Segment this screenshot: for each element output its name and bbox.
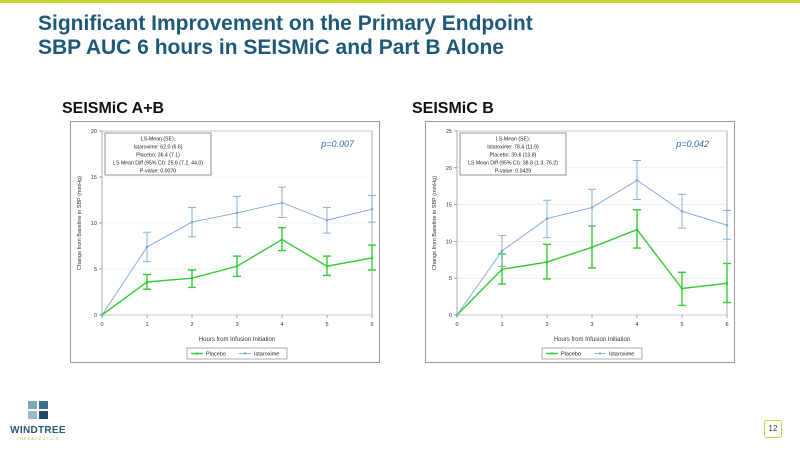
data-point (725, 282, 729, 285)
legend-label: Placebo (561, 352, 581, 358)
data-point (370, 256, 374, 260)
legend-marker (598, 352, 602, 355)
x-tick-label: 1 (145, 322, 148, 328)
y-tick-label: 5 (449, 276, 452, 282)
data-point (235, 211, 239, 215)
legend-marker (550, 352, 554, 355)
windtree-logo: WINDTREE THERAPEUTICS (8, 400, 68, 441)
chart-svg: 0 5 10 15 20 0 1 2 3 4 5 6 Hours from Infusion Initi… (70, 121, 380, 363)
stats-line: LS Mean Diff (95% CI): 38.8 (1.3, 76.2) (468, 161, 558, 167)
legend (186, 347, 288, 360)
stats-line: Istaroxime: 62.0 (6.6) (133, 145, 182, 151)
title-line-2: SBP AUC 6 hours in SEISMiC and Part B Al… (38, 36, 504, 59)
x-tick-label: 4 (635, 322, 638, 328)
data-point (500, 268, 504, 271)
y-tick-label: 15 (91, 175, 97, 181)
stats-box (459, 132, 567, 176)
data-point (590, 245, 594, 249)
y-tick-label: 0 (94, 313, 97, 319)
data-point (455, 313, 459, 317)
stats-line: LS Mean Diff (95% CI): 25.6 (7.2, 44.0) (113, 161, 203, 167)
data-point (100, 313, 104, 317)
y-tick-label: 0 (449, 313, 452, 319)
x-tick-label: 2 (545, 322, 548, 328)
x-tick-label: 4 (280, 322, 283, 328)
chart-seismic-a-b: 0 5 10 15 20 0 1 2 3 4 5 6 Hours from Infusion Initi… (70, 121, 380, 363)
y-tick-label: 20 (446, 166, 452, 172)
stats-line: LS-Mean (SE): (141, 137, 175, 143)
legend-label: Placebo (206, 352, 226, 358)
data-point (235, 264, 239, 268)
data-point (500, 249, 504, 253)
legend-label: Istaroxime (609, 352, 634, 358)
x-tick-label: 3 (235, 322, 238, 328)
legend-label: Istaroxime (254, 352, 279, 358)
data-point (145, 280, 149, 284)
legend (541, 347, 643, 360)
data-point (280, 201, 284, 205)
page-number: 12 (764, 420, 782, 438)
chart-heading-a-b: SEISMiC A+B (62, 100, 165, 117)
data-point (190, 276, 194, 280)
data-point (590, 206, 594, 209)
x-tick-label: 5 (325, 322, 328, 328)
data-point (680, 287, 684, 290)
data-point (325, 264, 329, 268)
data-point (635, 228, 639, 231)
accent-bar (0, 0, 800, 3)
slide-title: Significant Improvement on the Primary E… (38, 12, 533, 60)
x-tick-label: 0 (100, 322, 103, 328)
y-tick-label: 15 (446, 203, 452, 209)
data-point (680, 209, 684, 213)
x-tick-label: 6 (725, 322, 728, 328)
data-point (725, 223, 729, 227)
data-point (370, 207, 374, 211)
data-point (145, 245, 149, 249)
chart-svg: 0 5 10 15 20 25 0 1 2 3 4 5 6 Hours from Infusion Ini… (425, 121, 735, 363)
stats-line: Placebo: 36.4 (7.1) (136, 153, 180, 159)
data-point (545, 217, 549, 220)
stats-line: Istaroxime: 78.4 (11.9) (487, 145, 539, 151)
data-point (190, 220, 194, 224)
y-tick-label: 20 (91, 129, 97, 135)
x-tick-label: 1 (500, 322, 503, 328)
chart-seismic-b: 0 5 10 15 20 25 0 1 2 3 4 5 6 Hours from Infusion Ini… (425, 121, 735, 363)
data-point (280, 238, 284, 241)
x-tick-label: 0 (455, 322, 458, 328)
x-tick-label: 2 (190, 322, 193, 328)
y-axis-label: Change from Baseline in SBP (mmHg) (77, 176, 83, 270)
y-tick-label: 10 (91, 221, 97, 227)
x-axis-label: Hours from Infusion Initiation (199, 337, 275, 343)
legend-marker (243, 352, 247, 355)
title-line-1: Significant Improvement on the Primary E… (38, 12, 533, 35)
tree-logo-icon (28, 401, 48, 419)
stats-line: P-value: 0.0070 (140, 169, 176, 175)
y-tick-label: 25 (446, 129, 452, 135)
x-tick-label: 6 (370, 322, 373, 328)
stats-line: Placebo: 39.6 (13.8) (490, 153, 537, 159)
y-tick-label: 10 (446, 239, 452, 245)
data-point (325, 218, 329, 222)
logo-name: WINDTREE (10, 425, 66, 436)
p-value-annotation: p=0.007 (320, 139, 355, 149)
x-axis-label: Hours from Infusion Initiation (554, 337, 630, 343)
p-value-annotation: p=0.042 (675, 139, 709, 149)
legend-marker (195, 352, 199, 355)
stats-box (104, 132, 212, 176)
x-tick-label: 5 (680, 322, 683, 328)
x-tick-label: 3 (590, 322, 593, 328)
stats-line: P-value: 0.0429 (495, 169, 531, 175)
stats-line: LS-Mean (SE): (496, 137, 530, 143)
data-point (545, 260, 549, 264)
y-axis-label: Change from Baseline in SBP (mmHg) (432, 176, 438, 270)
logo-tagline: THERAPEUTICS (16, 436, 60, 441)
y-tick-label: 5 (94, 267, 97, 273)
chart-heading-b: SEISMiC B (412, 100, 494, 117)
data-point (635, 179, 639, 182)
